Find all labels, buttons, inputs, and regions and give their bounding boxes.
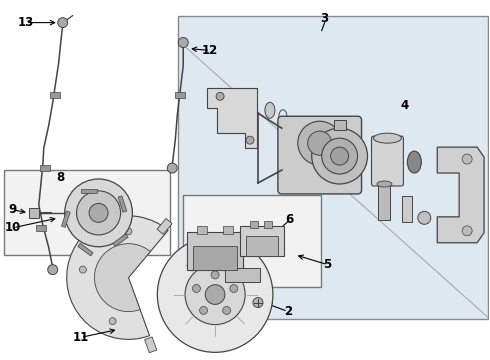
Circle shape bbox=[246, 136, 254, 144]
Ellipse shape bbox=[407, 151, 421, 173]
FancyBboxPatch shape bbox=[278, 116, 362, 194]
Bar bbox=[250, 221, 258, 228]
Bar bbox=[334, 120, 345, 130]
Bar bbox=[29, 208, 39, 218]
Circle shape bbox=[109, 318, 116, 325]
Circle shape bbox=[65, 179, 132, 247]
Circle shape bbox=[157, 237, 273, 352]
Text: 6: 6 bbox=[286, 213, 294, 226]
Circle shape bbox=[331, 147, 348, 165]
Bar bbox=[157, 219, 172, 234]
Text: 8: 8 bbox=[56, 171, 65, 184]
Bar bbox=[225, 268, 260, 282]
Circle shape bbox=[205, 285, 225, 304]
Text: 5: 5 bbox=[323, 258, 332, 271]
Text: 10: 10 bbox=[5, 221, 21, 234]
Bar bbox=[240, 226, 284, 256]
Bar bbox=[178, 15, 488, 319]
Bar bbox=[61, 211, 70, 228]
Bar bbox=[402, 196, 413, 222]
Bar bbox=[175, 92, 185, 98]
Polygon shape bbox=[437, 147, 484, 243]
Circle shape bbox=[211, 271, 219, 279]
Text: 7: 7 bbox=[475, 185, 483, 198]
Text: 4: 4 bbox=[400, 99, 409, 112]
Bar bbox=[81, 189, 97, 193]
Text: 11: 11 bbox=[73, 331, 89, 344]
Text: 3: 3 bbox=[320, 12, 329, 25]
Bar bbox=[118, 196, 127, 212]
Text: 2: 2 bbox=[284, 305, 292, 318]
Circle shape bbox=[216, 92, 224, 100]
FancyBboxPatch shape bbox=[371, 136, 403, 186]
Circle shape bbox=[312, 128, 368, 184]
Bar bbox=[246, 236, 278, 256]
Bar bbox=[193, 246, 237, 270]
Text: 13: 13 bbox=[18, 16, 34, 29]
Circle shape bbox=[230, 284, 238, 292]
Ellipse shape bbox=[265, 102, 275, 118]
Circle shape bbox=[89, 203, 108, 222]
Circle shape bbox=[193, 284, 200, 292]
Text: 9: 9 bbox=[9, 203, 17, 216]
Circle shape bbox=[48, 265, 58, 275]
Bar bbox=[187, 232, 243, 270]
Bar bbox=[4, 170, 171, 255]
Wedge shape bbox=[67, 216, 168, 339]
Bar bbox=[113, 234, 128, 247]
Ellipse shape bbox=[373, 133, 401, 143]
Circle shape bbox=[298, 121, 342, 165]
Circle shape bbox=[222, 306, 231, 314]
Bar bbox=[197, 226, 207, 234]
Wedge shape bbox=[95, 244, 150, 312]
Circle shape bbox=[125, 228, 132, 235]
Polygon shape bbox=[207, 88, 257, 148]
Bar bbox=[264, 221, 272, 228]
Bar bbox=[183, 195, 321, 287]
Circle shape bbox=[185, 265, 245, 325]
Circle shape bbox=[322, 138, 358, 174]
Circle shape bbox=[308, 131, 332, 155]
Circle shape bbox=[462, 226, 472, 236]
Bar bbox=[78, 243, 93, 256]
Circle shape bbox=[178, 37, 188, 48]
Circle shape bbox=[462, 154, 472, 164]
Bar bbox=[378, 184, 391, 220]
Circle shape bbox=[58, 18, 68, 28]
Bar bbox=[36, 225, 46, 231]
Bar bbox=[145, 337, 157, 353]
Bar bbox=[40, 165, 50, 171]
Circle shape bbox=[253, 298, 263, 307]
Circle shape bbox=[199, 306, 208, 314]
Circle shape bbox=[167, 163, 177, 173]
Ellipse shape bbox=[377, 181, 392, 187]
Text: 12: 12 bbox=[202, 44, 218, 57]
Circle shape bbox=[76, 191, 121, 235]
Bar bbox=[50, 92, 60, 98]
Text: 1: 1 bbox=[186, 328, 194, 341]
Bar bbox=[223, 226, 233, 234]
Ellipse shape bbox=[418, 211, 431, 224]
Circle shape bbox=[79, 266, 86, 273]
